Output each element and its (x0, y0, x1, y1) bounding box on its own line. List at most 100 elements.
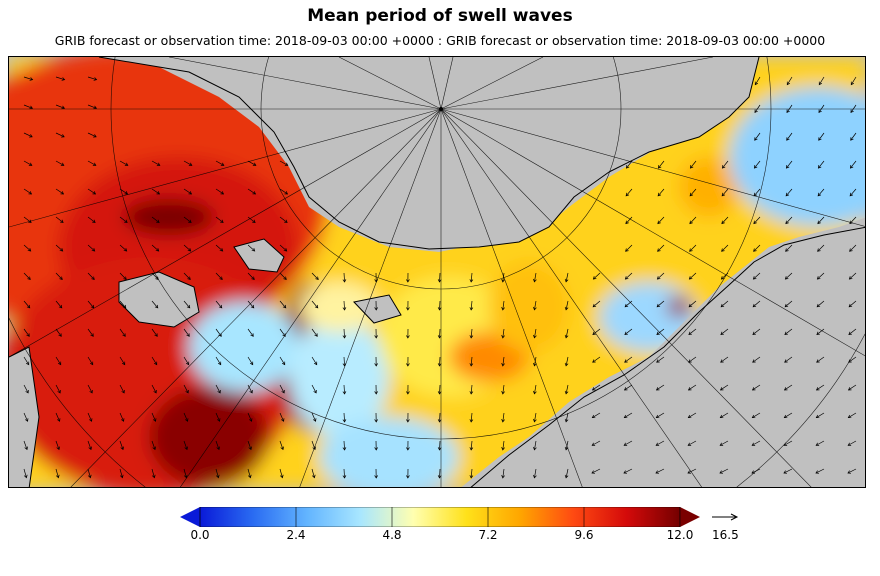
swell-arrow-head (656, 276, 661, 280)
swell-arrow-head (625, 192, 630, 197)
swell-arrow (688, 300, 697, 308)
swell-arrow-head (315, 276, 319, 280)
swell-arrow (23, 384, 29, 394)
swell-arrow (119, 328, 126, 337)
swell-arrow (655, 468, 665, 474)
swell-arrow (279, 160, 289, 166)
swell-arrow (689, 272, 697, 280)
swell-arrow-head (89, 361, 94, 366)
swell-arrow-head (848, 331, 852, 335)
swell-arrow-head (406, 279, 410, 283)
map-svg (9, 57, 865, 487)
swell-arrow (720, 412, 729, 418)
swell-arrow (849, 272, 857, 280)
swell-arrow-head (752, 331, 756, 335)
swell-arrow-head (154, 304, 159, 309)
swell-arrow-head (188, 191, 193, 195)
swell-arrow (657, 272, 665, 280)
swell-arrow-head (533, 418, 537, 423)
swell-arrow-head (719, 414, 724, 419)
swell-arrow-head (721, 192, 726, 197)
swell-arrow-head (281, 361, 286, 366)
swell-arrow (247, 328, 254, 337)
swell-arrow (816, 328, 825, 335)
swell-arrow-head (219, 248, 224, 252)
swell-arrow-head (27, 276, 31, 280)
swell-arrow-head (848, 359, 852, 363)
swell-arrow (343, 440, 345, 451)
swell-arrow (119, 440, 124, 450)
swell-arrow-head (501, 475, 505, 479)
swell-arrow (311, 300, 319, 309)
swell-arrow-head (784, 303, 789, 308)
swell-arrow (690, 160, 697, 169)
swell-arrow-head (784, 359, 788, 363)
swell-arrow-head (25, 389, 29, 394)
swell-arrow (656, 328, 665, 335)
swell-arrow-head (87, 474, 92, 479)
swell-arrow-head (564, 306, 569, 311)
coastlines (9, 57, 865, 487)
swell-arrow-head (847, 414, 852, 419)
swell-arrow-head (786, 109, 790, 114)
swell-arrow-head (591, 414, 596, 419)
swell-arrow (311, 468, 315, 478)
swell-arrow (816, 412, 825, 418)
swell-arrow (786, 76, 793, 85)
swell-arrow (279, 468, 283, 478)
swell-arrow (818, 132, 825, 141)
swell-arrow-head (437, 363, 442, 367)
swell-arrow (55, 440, 60, 450)
swell-arrow-head (406, 391, 410, 395)
swell-arrow (722, 160, 729, 169)
swell-arrow (783, 440, 793, 446)
swell-arrow-head (215, 474, 220, 479)
swell-arrow (816, 384, 825, 391)
land-areas (9, 57, 865, 487)
swell-arrow-head (816, 331, 820, 335)
swell-arrow (625, 188, 633, 197)
swell-arrow-head (656, 303, 661, 308)
swell-arrow (23, 104, 33, 109)
swell-arrow-head (533, 334, 537, 339)
swell-arrow-head (122, 304, 127, 309)
swell-arrow-head (469, 363, 474, 367)
swell-arrow-head (123, 248, 128, 252)
swell-arrow (119, 216, 128, 223)
swell-arrow-head (850, 81, 855, 86)
swell-arrow (534, 412, 537, 422)
swell-arrow-head (314, 304, 319, 309)
swell-arrow-head (185, 361, 190, 366)
swell-arrow (785, 216, 793, 224)
swell-arrow-head (29, 77, 34, 81)
swell-arrow-head (342, 447, 347, 451)
swell-arrow-head (720, 359, 724, 363)
swell-arrow (751, 440, 761, 446)
swell-arrow (687, 440, 697, 446)
swell-arrow (215, 440, 220, 450)
swell-arrow-head (183, 474, 188, 479)
swell-arrow-head (850, 137, 854, 141)
swell-arrow-head (88, 418, 93, 422)
swell-arrow-head (533, 474, 537, 479)
swell-arrow-head (469, 447, 474, 451)
swell-arrow (754, 132, 761, 141)
swell-arrow (55, 384, 61, 394)
swell-arrow-head (564, 474, 569, 479)
swell-arrow (818, 160, 825, 169)
swell-arrow-head (23, 474, 28, 479)
swell-arrow-head (26, 304, 31, 309)
swell-arrow (720, 328, 729, 335)
swell-arrow (624, 384, 633, 391)
swell-arrow (752, 384, 761, 391)
swell-arrow-head (753, 165, 758, 169)
swell-arrow-head (217, 361, 222, 366)
swell-arrow-head (313, 389, 317, 394)
swell-arrow-head (406, 335, 410, 339)
swell-arrow (55, 272, 63, 280)
swell-arrow-head (786, 81, 791, 86)
swell-arrow-head (219, 276, 223, 280)
swell-arrow (752, 412, 761, 418)
swell-arrow-head (88, 446, 92, 451)
swell-arrow-head (624, 276, 629, 280)
